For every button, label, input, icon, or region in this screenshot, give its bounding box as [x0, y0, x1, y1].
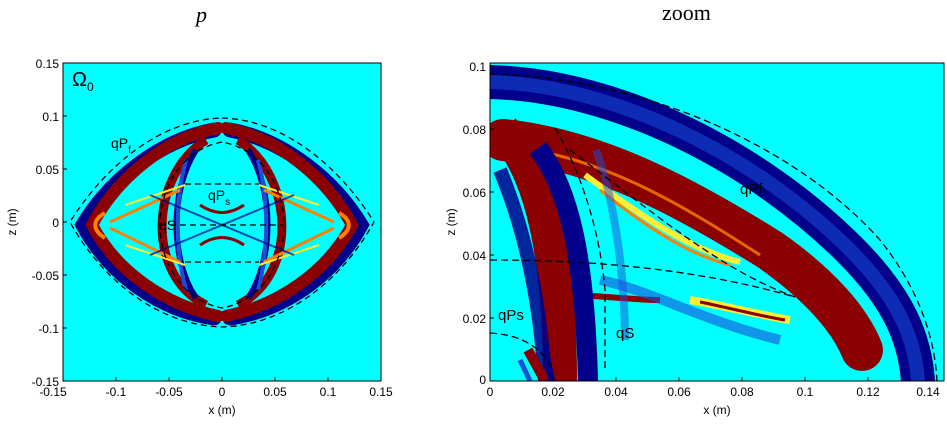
right-ytick-label: 0.08 [463, 123, 487, 137]
left-plot: Ω0 qPf qPs qS -0.15 -0.1 -0.05 0 0.05 0.… [5, 57, 393, 417]
right-xtick-label: 0 [487, 385, 494, 399]
left-y-ticks: 0.15 0.1 0.05 0 -0.05 -0.1 -0.15 [32, 57, 67, 389]
right-y-ticks: 0.1 0.08 0.06 0.04 0.02 0 [463, 60, 494, 387]
left-ytick-label: 0.05 [36, 163, 60, 177]
zoom-qps-label: qPs [498, 307, 524, 324]
right-xtick-label: 0.06 [667, 385, 691, 399]
left-xtick-label: -0.05 [155, 385, 183, 399]
left-xtick-label: 0 [219, 385, 226, 399]
left-ytick-label: -0.15 [32, 375, 60, 389]
zoom-qpf-band [490, 65, 935, 381]
right-x-axis-label: x (m) [703, 403, 730, 417]
right-ytick-label: 0 [479, 373, 486, 387]
qpf-wavefront [74, 122, 370, 326]
left-panel-title: p [196, 2, 207, 27]
left-ytick-label: 0.15 [36, 57, 60, 71]
left-x-axis-label: x (m) [208, 403, 235, 417]
qps-label: qPs [208, 187, 230, 208]
right-xtick-label: 0.02 [541, 385, 565, 399]
left-ytick-label: 0.1 [42, 110, 59, 124]
left-plot-background [63, 63, 381, 381]
left-xtick-label: 0.1 [320, 385, 337, 399]
zoom-qpf-label: qPf [740, 181, 763, 198]
left-xtick-label: 0.15 [369, 385, 393, 399]
right-ytick-label: 0.04 [463, 249, 487, 263]
right-xtick-label: 0.14 [916, 385, 940, 399]
right-dashed-fronts [490, 73, 938, 381]
left-x-ticks: -0.15 -0.1 -0.05 0 0.05 0.1 0.15 [39, 377, 393, 399]
qs-label: qS [159, 217, 176, 233]
zoom-qs-label: qS [616, 325, 634, 342]
right-ytick-label: 0.06 [463, 186, 487, 200]
left-xtick-label: 0.05 [263, 385, 287, 399]
zoom-qs-band [490, 118, 629, 381]
right-xtick-label: 0.1 [797, 385, 814, 399]
left-ytick-label: -0.1 [38, 322, 59, 336]
right-xtick-label: 0.08 [730, 385, 754, 399]
qpf-label: qPf [111, 135, 131, 156]
right-y-axis-label: z (m) [444, 208, 458, 235]
left-y-axis-label: z (m) [5, 208, 19, 235]
left-xtick-label: -0.15 [39, 385, 67, 399]
right-panel-title: zoom [662, 0, 711, 25]
left-xtick-label: -0.1 [106, 385, 127, 399]
right-ytick-label: 0.02 [463, 312, 487, 326]
left-ytick-label: 0 [52, 216, 59, 230]
left-ytick-label: -0.05 [32, 269, 60, 283]
right-x-ticks: 0 0.02 0.04 0.06 0.08 0.1 0.12 0.14 [487, 377, 940, 399]
right-plot-frame [489, 62, 945, 382]
right-xtick-label: 0.12 [856, 385, 880, 399]
right-xtick-label: 0.04 [604, 385, 628, 399]
right-plot: qPf qPs qS 0 0.02 0.04 0.06 0.08 0.1 0.1… [444, 60, 945, 417]
left-dashed-fronts [69, 117, 375, 328]
right-ytick-label: 0.1 [469, 60, 486, 74]
domain-label: Ω0 [72, 69, 94, 94]
